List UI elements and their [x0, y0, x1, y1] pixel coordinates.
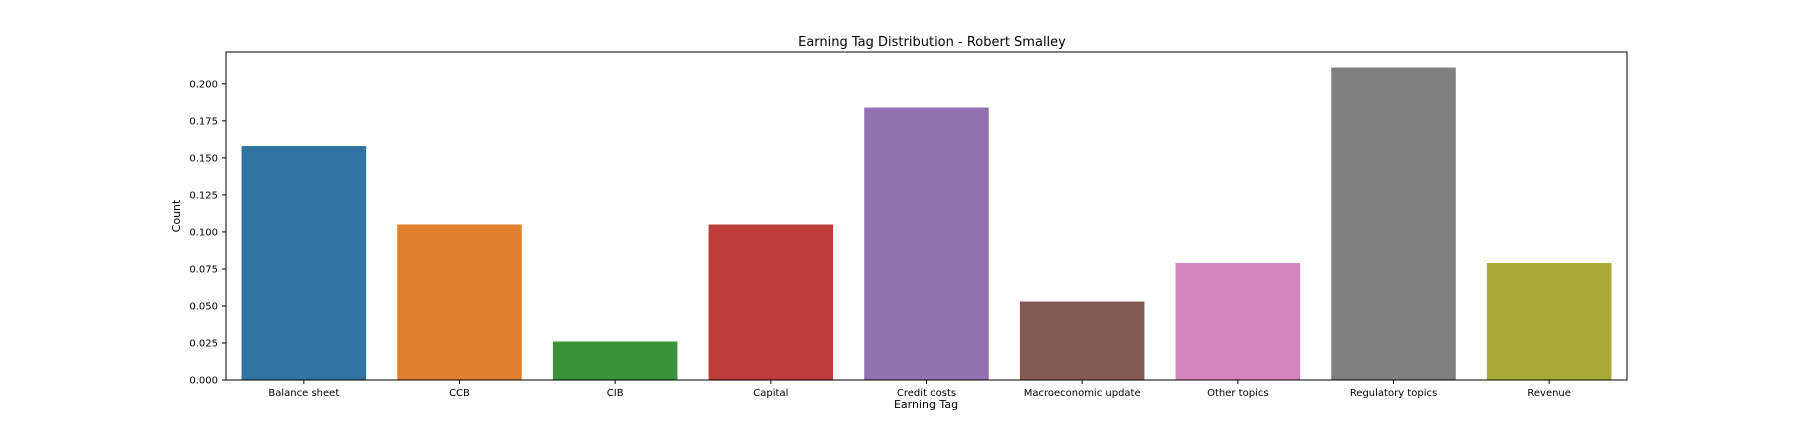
y-tick-label: 0.075 — [189, 264, 218, 275]
y-axis: 0.000 0.025 0.050 0.075 0.100 0.125 0.150 0.175… — [189, 79, 226, 387]
x-tick-label: CCB — [449, 388, 470, 399]
x-tick-label: Macroeconomic update — [1024, 388, 1141, 399]
bar — [552, 341, 678, 380]
y-tick-label: 0.125 — [189, 190, 218, 201]
y-tick-label: 0.025 — [189, 338, 218, 349]
chart-title: Earning Tag Distribution - Robert Smalle… — [798, 35, 1066, 50]
x-axis: Balance sheet CCB CIB Capital Credit costs Ma… — [268, 380, 1571, 399]
y-tick-label: 0.200 — [189, 79, 218, 90]
x-tick-label: Credit costs — [897, 388, 956, 399]
x-axis-label: Earning Tag — [894, 398, 958, 411]
bar — [397, 224, 522, 380]
y-tick-label: 0.050 — [189, 301, 218, 312]
bar — [1175, 263, 1301, 380]
x-tick-label: Revenue — [1527, 388, 1571, 399]
bar — [1019, 301, 1145, 380]
y-tick-label: 0.000 — [189, 376, 218, 387]
bar — [241, 146, 367, 380]
bar — [708, 224, 834, 380]
plot-frame — [225, 51, 1628, 381]
x-tick-label: Balance sheet — [268, 388, 339, 399]
y-tick-label: 0.175 — [189, 116, 218, 127]
bar — [1331, 67, 1456, 381]
bar — [864, 107, 989, 380]
bars-layer — [241, 67, 1612, 381]
x-tick-label: Capital — [753, 388, 788, 399]
x-tick-label: CIB — [607, 388, 624, 399]
y-axis-label: Count — [170, 199, 183, 232]
x-tick-label: Regulatory topics — [1350, 388, 1437, 399]
y-tick-label: 0.150 — [189, 153, 218, 164]
x-tick-label: Other topics — [1207, 388, 1268, 399]
y-tick-label: 0.100 — [189, 227, 218, 238]
bar — [1486, 263, 1612, 380]
